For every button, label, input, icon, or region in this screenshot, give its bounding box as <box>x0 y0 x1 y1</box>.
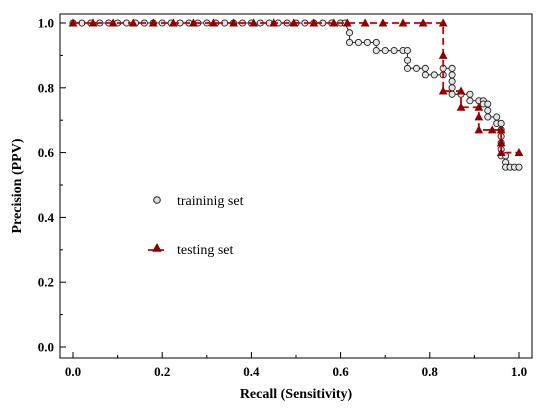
training-point <box>484 113 492 121</box>
plot-area <box>59 13 533 359</box>
training-point <box>466 90 474 98</box>
testing-point <box>496 125 506 134</box>
series-layer <box>68 18 524 171</box>
training-point <box>493 113 501 121</box>
training-point <box>412 64 420 72</box>
testing-point <box>514 148 524 157</box>
testing-point <box>269 18 279 27</box>
training-point <box>345 29 354 37</box>
testing-point <box>309 18 319 27</box>
legend: traininig set testing set <box>148 194 244 258</box>
testing-point <box>342 18 352 27</box>
training-point <box>403 56 412 64</box>
testing-point <box>378 18 388 27</box>
testing-point <box>209 18 218 27</box>
legend-label-testing: testing set <box>177 243 233 258</box>
training-point <box>363 38 371 46</box>
training-point <box>372 46 380 55</box>
testing-point <box>456 102 466 111</box>
y-axis-ticks: 0.0 0.2 0.4 0.6 0.8 1.0 <box>38 16 66 355</box>
testing-point <box>148 18 158 27</box>
y-tick-label: 0.8 <box>38 80 55 95</box>
legend-item-testing: testing set <box>148 243 233 258</box>
testing-point <box>168 18 178 27</box>
x-tick-label: 0.4 <box>243 364 260 379</box>
testing-point <box>88 18 98 27</box>
testing-point <box>438 86 448 95</box>
testing-point <box>229 18 238 27</box>
testing-point <box>108 18 118 27</box>
y-tick-label: 0.0 <box>38 340 54 355</box>
x-tick-label: 0.2 <box>154 364 170 379</box>
testing-point <box>189 18 198 27</box>
training-point <box>381 46 389 55</box>
training-point <box>484 106 492 115</box>
testing-point <box>398 18 408 27</box>
testing-point <box>438 18 448 27</box>
training-point <box>448 84 456 92</box>
training-point <box>345 38 354 46</box>
training-point <box>421 64 429 72</box>
training-point <box>390 46 398 55</box>
testing-point <box>474 112 484 121</box>
x-tick-label: 0.6 <box>332 364 349 379</box>
training-point <box>448 77 456 85</box>
x-tick-label: 1.0 <box>511 364 527 379</box>
testing-point <box>496 138 506 147</box>
y-axis-title: Precision (PPV) <box>10 138 25 233</box>
y-tick-label: 0.4 <box>38 210 55 225</box>
legend-marker-circle-icon <box>153 196 161 204</box>
testing-point <box>289 18 299 27</box>
testing-point <box>487 125 497 134</box>
training-point <box>354 38 362 46</box>
training-point <box>448 71 456 79</box>
series-testing <box>68 18 524 157</box>
x-tick-label: 0.8 <box>422 364 439 379</box>
training-point <box>448 90 456 98</box>
testing-point <box>249 18 258 27</box>
training-point <box>421 71 429 79</box>
y-tick-label: 1.0 <box>38 16 54 31</box>
x-axis-ticks: 0.0 0.2 0.4 0.6 0.8 1.0 <box>65 352 527 379</box>
testing-point <box>438 50 448 59</box>
x-tick-label: 0.0 <box>65 364 81 379</box>
training-point <box>448 64 456 72</box>
testing-point <box>474 125 484 134</box>
legend-label-training: traininig set <box>177 194 244 209</box>
training-point <box>484 100 492 108</box>
training-point <box>403 64 412 72</box>
x-axis-title: Recall (Sensitivity) <box>240 387 353 402</box>
y-tick-label: 0.2 <box>38 275 54 290</box>
training-point <box>403 46 412 55</box>
training-point <box>515 163 523 171</box>
testing-point <box>418 18 428 27</box>
training-point <box>466 97 474 105</box>
y-tick-label: 0.6 <box>38 145 55 160</box>
testing-point <box>128 18 138 27</box>
plot-frame <box>59 13 533 359</box>
training-point <box>430 71 438 79</box>
series-training <box>69 19 523 171</box>
testing-point <box>360 18 370 27</box>
legend-item-training: traininig set <box>153 194 244 209</box>
legend-marker-triangle-icon <box>152 243 162 252</box>
testing-point <box>456 86 466 95</box>
testing-point <box>496 148 506 157</box>
testing-point <box>474 102 484 111</box>
testing-point <box>329 18 339 27</box>
testing-point <box>68 18 78 27</box>
training-point <box>372 38 380 46</box>
